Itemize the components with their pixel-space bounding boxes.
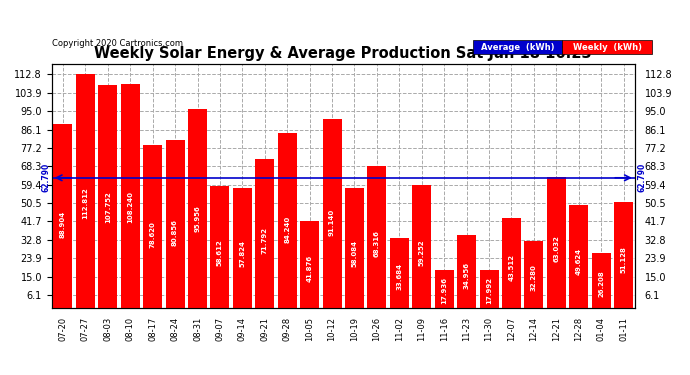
Text: 62.790: 62.790 [41, 163, 50, 192]
Text: 112.812: 112.812 [82, 187, 88, 219]
Text: 95.956: 95.956 [195, 205, 201, 232]
Text: 51.128: 51.128 [620, 246, 627, 273]
Bar [569, 205, 589, 308]
Text: Copyright 2020 Cartronics.com: Copyright 2020 Cartronics.com [52, 39, 183, 48]
Text: 49.624: 49.624 [575, 248, 582, 275]
Text: Average  (kWh): Average (kWh) [481, 43, 554, 52]
Text: 43.512: 43.512 [509, 254, 515, 280]
Text: 17.992: 17.992 [486, 277, 492, 304]
Text: 17.936: 17.936 [441, 278, 447, 304]
Bar [591, 254, 611, 308]
Bar [53, 124, 72, 308]
Bar [188, 109, 207, 307]
Bar [300, 221, 319, 308]
Bar [255, 159, 275, 308]
Text: 71.792: 71.792 [262, 227, 268, 254]
Bar [502, 217, 521, 308]
Text: 78.620: 78.620 [150, 221, 156, 248]
Bar [76, 75, 95, 308]
Title: Weekly Solar Energy & Average Production Sat Jan 18 16:23: Weekly Solar Energy & Average Production… [95, 46, 592, 61]
Bar [546, 177, 566, 308]
Text: 59.252: 59.252 [419, 239, 425, 266]
Bar [322, 119, 342, 308]
Text: 33.684: 33.684 [396, 262, 402, 290]
Bar [524, 241, 544, 308]
Text: 62.790: 62.790 [638, 163, 647, 192]
Text: 32.280: 32.280 [531, 264, 537, 291]
Bar [233, 188, 252, 308]
Text: 26.208: 26.208 [598, 270, 604, 297]
Bar [614, 202, 633, 308]
Bar [277, 134, 297, 308]
Text: 58.084: 58.084 [351, 240, 357, 267]
Text: 58.612: 58.612 [217, 240, 223, 266]
Text: 84.240: 84.240 [284, 216, 290, 243]
Bar [121, 84, 140, 308]
Text: 107.752: 107.752 [105, 192, 111, 223]
Bar [457, 235, 476, 308]
Bar [143, 145, 162, 308]
Text: Weekly  (kWh): Weekly (kWh) [573, 43, 642, 52]
Bar [210, 186, 230, 308]
Bar [98, 85, 117, 308]
Text: 41.876: 41.876 [306, 255, 313, 282]
Text: 91.140: 91.140 [329, 209, 335, 236]
Bar [390, 238, 409, 308]
Text: 63.032: 63.032 [553, 236, 560, 262]
Bar [412, 185, 431, 308]
Bar [367, 166, 386, 308]
Text: 57.824: 57.824 [239, 240, 246, 267]
Text: 68.316: 68.316 [374, 231, 380, 257]
Text: 108.240: 108.240 [127, 191, 133, 223]
Bar [435, 270, 454, 308]
Text: 80.856: 80.856 [172, 219, 178, 246]
Bar [166, 141, 185, 308]
Text: 88.904: 88.904 [60, 211, 66, 238]
Text: 34.956: 34.956 [464, 261, 470, 288]
Bar [480, 270, 499, 308]
Bar [345, 188, 364, 308]
